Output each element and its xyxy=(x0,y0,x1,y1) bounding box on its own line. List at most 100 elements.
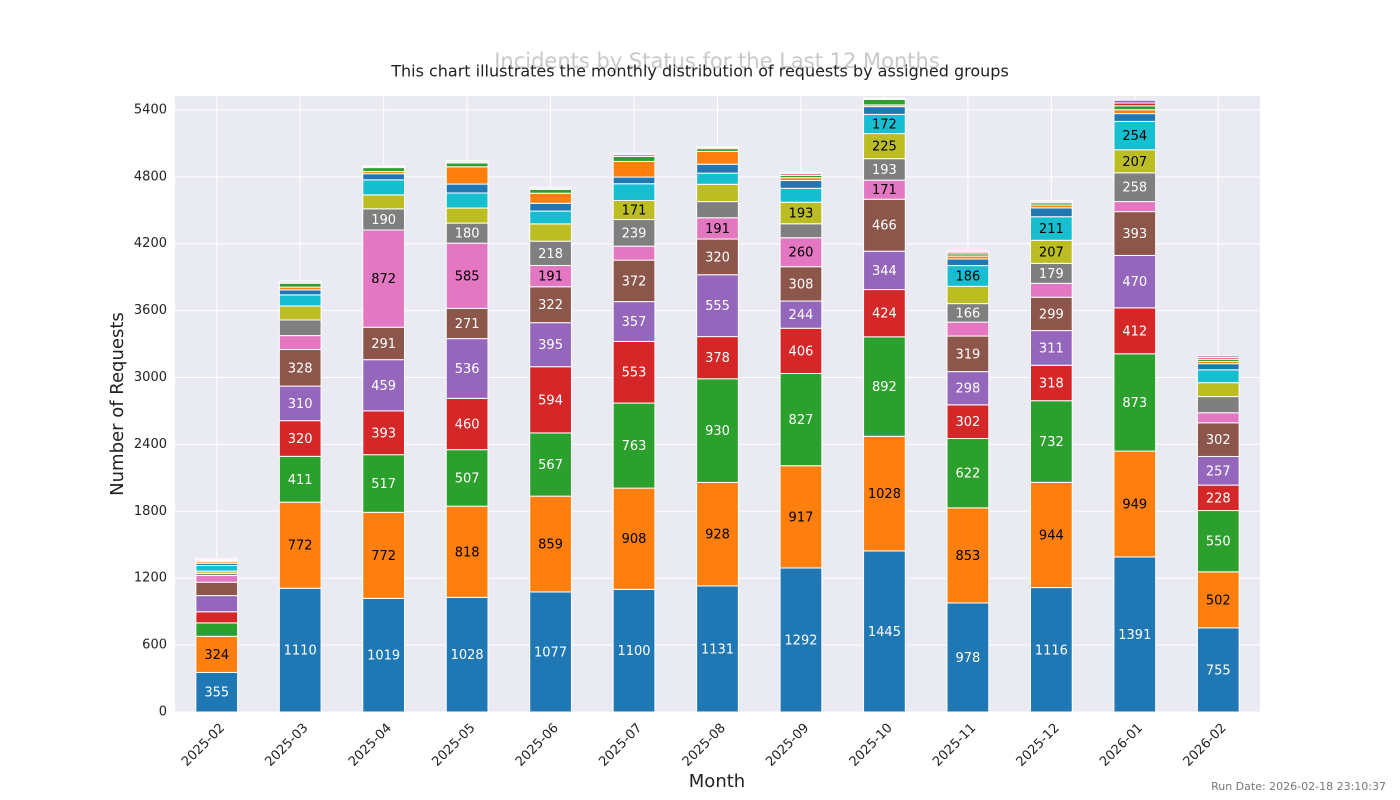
bar-segment xyxy=(529,210,572,225)
data-label: 1292 xyxy=(784,633,817,648)
bar-segment xyxy=(278,385,322,422)
data-label: 1019 xyxy=(367,649,400,664)
data-label: 324 xyxy=(204,648,229,663)
bar-segment xyxy=(1196,455,1240,486)
data-label: 257 xyxy=(1206,464,1231,479)
data-label: 818 xyxy=(455,545,480,560)
x-tick-label: 2025-08 xyxy=(680,721,729,770)
data-label: 411 xyxy=(288,473,313,488)
bar-segment xyxy=(946,258,990,267)
bar-segment xyxy=(195,671,239,713)
bar-segment xyxy=(278,587,322,713)
data-label: 585 xyxy=(455,269,480,284)
footnote: Run Date: 2026-02-18 23:10:37 xyxy=(1211,780,1386,793)
bar-segment xyxy=(863,550,906,713)
data-label: 372 xyxy=(622,274,647,289)
data-label: 930 xyxy=(705,424,730,439)
data-label: 191 xyxy=(538,270,563,285)
data-label: 193 xyxy=(872,163,897,178)
data-label: 502 xyxy=(1206,593,1231,608)
bar-segment xyxy=(612,160,656,178)
bar-segment xyxy=(779,373,823,467)
bar-segment xyxy=(1113,120,1157,151)
x-tick-label: 2025-10 xyxy=(847,721,896,770)
data-label: 318 xyxy=(1039,376,1064,391)
bar-segment xyxy=(612,155,656,162)
bar-segment xyxy=(612,153,656,156)
x-tick-label: 2025-07 xyxy=(596,721,645,770)
bar-segment xyxy=(1029,330,1073,366)
bar-segment xyxy=(362,194,406,210)
data-label: 827 xyxy=(789,413,814,428)
bar-segment xyxy=(612,402,656,489)
data-label: 917 xyxy=(789,510,814,525)
data-label: 302 xyxy=(1206,433,1231,448)
data-label: 319 xyxy=(955,347,980,362)
data-label: 732 xyxy=(1039,435,1064,450)
bar-segment xyxy=(195,595,239,613)
bar-segment xyxy=(779,223,823,239)
bar-segment xyxy=(612,340,656,404)
bar-segment xyxy=(529,192,572,204)
bar-segment xyxy=(779,172,823,175)
bar-segment xyxy=(779,327,823,375)
bar-segment xyxy=(696,274,739,338)
bar-segment xyxy=(445,307,489,340)
data-label: 1077 xyxy=(534,645,567,660)
bar-segment xyxy=(863,133,906,160)
x-tick-label: 2025-05 xyxy=(429,721,478,770)
bar-segment xyxy=(195,564,239,572)
data-label: 949 xyxy=(1122,498,1147,513)
data-label: 892 xyxy=(872,380,897,395)
bar-segment xyxy=(696,378,739,483)
data-label: 507 xyxy=(455,471,480,486)
bar-segment xyxy=(445,397,489,451)
data-label: 218 xyxy=(538,247,563,262)
data-label: 298 xyxy=(955,382,980,397)
bar-segment xyxy=(278,294,322,307)
bar-segment xyxy=(1196,369,1240,384)
bar-segment xyxy=(863,97,906,100)
data-label: 211 xyxy=(1039,222,1064,237)
bar-segment xyxy=(946,438,990,509)
data-label: 186 xyxy=(955,269,980,284)
data-label: 207 xyxy=(1122,155,1147,170)
data-label: 228 xyxy=(1206,491,1231,506)
y-tick-label: 1200 xyxy=(134,571,167,586)
data-label: 171 xyxy=(872,183,897,198)
bar-segment xyxy=(445,162,489,168)
bar-segment xyxy=(779,465,823,569)
bar-segment xyxy=(779,567,823,713)
data-label: 302 xyxy=(955,415,980,430)
bar-segment xyxy=(612,487,656,590)
data-label: 622 xyxy=(955,467,980,482)
x-tick-label: 2025-09 xyxy=(763,721,812,770)
bar-segment xyxy=(445,338,489,399)
bar-segment xyxy=(1113,307,1157,355)
bar-segment xyxy=(362,229,406,328)
bar-segment xyxy=(278,349,322,387)
data-label: 179 xyxy=(1039,267,1064,282)
bar-segment xyxy=(1196,571,1240,629)
bar-segment xyxy=(1029,364,1073,402)
bar-segment xyxy=(1113,353,1157,452)
data-label: 244 xyxy=(789,308,814,323)
bar-segment xyxy=(445,596,489,713)
bar-segment xyxy=(278,420,322,457)
bar-segment xyxy=(696,183,739,203)
bar-segment xyxy=(1113,556,1157,713)
data-label: 517 xyxy=(371,477,396,492)
data-label: 536 xyxy=(455,362,480,377)
data-label: 1131 xyxy=(701,642,734,657)
bar-segment xyxy=(278,305,322,321)
bar-segment xyxy=(1196,363,1240,371)
bar-segment xyxy=(529,432,572,497)
bar-segment xyxy=(863,106,906,115)
data-label: 271 xyxy=(455,317,480,332)
bar-segment xyxy=(946,321,990,337)
bar-segment xyxy=(696,145,739,149)
data-label: 1445 xyxy=(868,625,901,640)
y-tick-label: 4800 xyxy=(134,169,167,184)
data-label: 978 xyxy=(955,651,980,666)
bar-segment xyxy=(779,187,823,203)
